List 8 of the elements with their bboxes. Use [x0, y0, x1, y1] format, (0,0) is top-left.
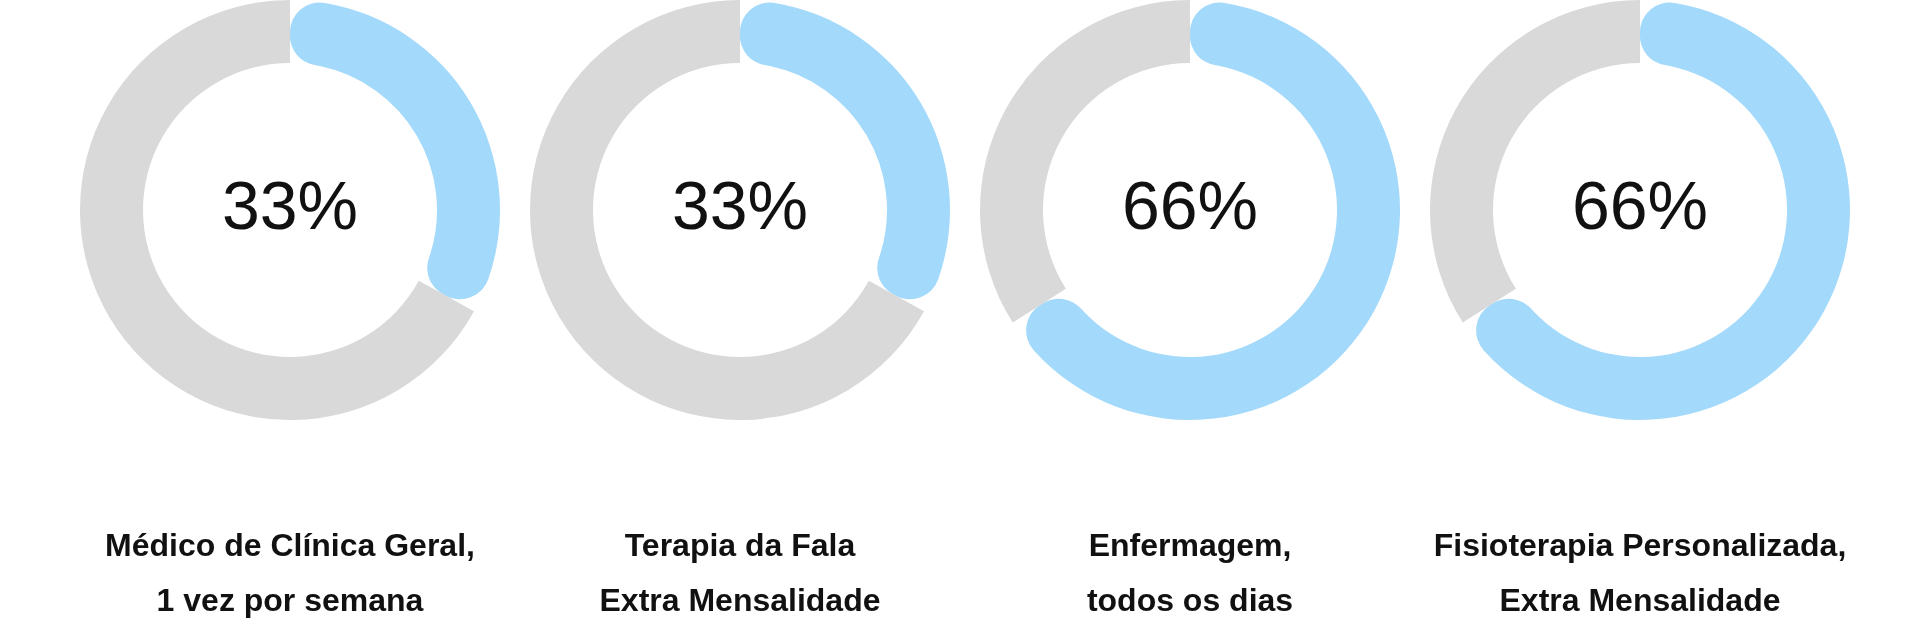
- text: Fisioterapia Personalizada, Extra Mensalidade: [1432, 526, 1848, 620]
- data-label: 66%: [1121, 166, 1259, 243]
- text: Terapia da Fala Extra Mensalidade: [598, 526, 882, 620]
- data-label: 33%: [671, 166, 809, 243]
- data-label: 33%: [221, 166, 359, 243]
- data-label: 66%: [1571, 166, 1709, 243]
- text: Médico de Clínica Geral, 1 vez por semana: [104, 526, 476, 620]
- text: Enfermagem, todos os dias: [1085, 526, 1295, 620]
